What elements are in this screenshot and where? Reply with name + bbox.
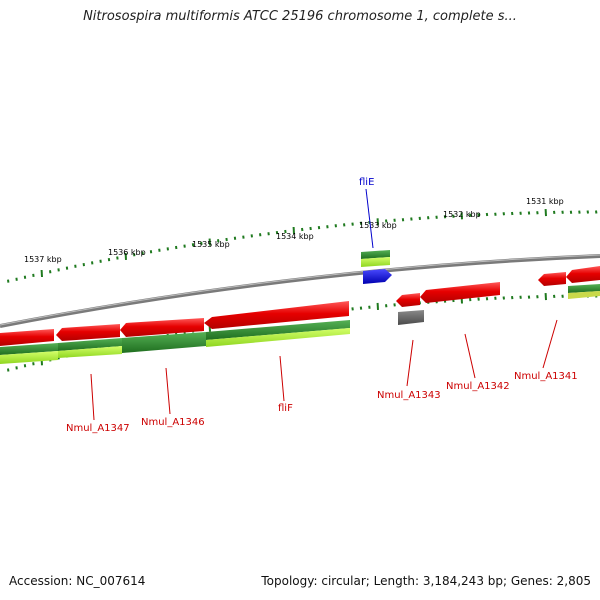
gene-label-nmul-a1343[interactable]: Nmul_A1343 (377, 390, 441, 401)
gene-arrow-nmul-a1346-left[interactable] (56, 324, 120, 341)
leader-flie (365, 188, 374, 249)
gene-block-nmul-a1346-reverse[interactable] (122, 332, 206, 353)
leader-flif (279, 355, 285, 402)
map-title: Nitrosospira multiformis ATCC 25196 chro… (83, 9, 517, 24)
gene-arrow-nmul-a1343[interactable] (396, 293, 420, 307)
gene-leader-lines (90, 188, 558, 421)
gene-arrow-flif[interactable] (204, 301, 349, 329)
gene-arrow-nmul-a1341[interactable] (538, 272, 566, 286)
gene-arrow-nmul-a1342[interactable] (420, 282, 500, 303)
forward-strand-track (0, 266, 600, 346)
gene-block-flie-reverse-lower[interactable] (361, 257, 390, 267)
leader-nmul-a1347 (90, 373, 95, 421)
gene-block-gray[interactable] (398, 310, 424, 325)
gene-label-flif[interactable]: fliF (278, 403, 293, 414)
leader-nmul-a1343 (406, 339, 414, 387)
gene-label-flie[interactable]: fliE (359, 177, 374, 188)
scale-label-1531: 1531 kbp (526, 197, 564, 206)
scale-label-1536: 1536 kbp (108, 248, 146, 257)
genome-summary-text: Topology: circular; Length: 3,184,243 bp… (261, 574, 591, 588)
chromosome-backbone-highlight (0, 254, 600, 326)
scale-labels: 1537 kbp 1536 kbp 1535 kbp 1534 kbp 1533… (24, 197, 564, 264)
accession-text: Accession: NC_007614 (9, 574, 146, 588)
scale-label-1534: 1534 kbp (276, 232, 314, 241)
gene-arrow-nmul-a1346[interactable] (120, 318, 204, 337)
gene-label-nmul-a1342[interactable]: Nmul_A1342 (446, 381, 510, 392)
gene-block-flif-reverse-lower[interactable] (206, 328, 350, 347)
gene-block-nmul-a1341-reverse-lower[interactable] (568, 291, 600, 299)
chromosome-backbone (0, 254, 600, 328)
leader-nmul-a1346 (165, 367, 171, 415)
gene-block-flie-reverse[interactable] (361, 250, 390, 259)
reverse-strand-track (0, 250, 600, 364)
leader-nmul-a1342 (464, 333, 476, 379)
gene-arrow-right-edge[interactable] (566, 266, 600, 283)
gene-arrow-nmul-a1347[interactable] (0, 329, 54, 346)
gene-labels: fliE Nmul_A1347 Nmul_A1346 fliF Nmul_A13… (66, 177, 578, 434)
gene-block-reverse-b[interactable] (58, 338, 122, 351)
scale-label-1533: 1533 kbp (359, 221, 397, 230)
gene-label-nmul-a1346[interactable]: Nmul_A1346 (141, 417, 205, 428)
gene-block-nmul-a1341-reverse[interactable] (568, 284, 600, 293)
gene-block-reverse-b-lower[interactable] (58, 346, 122, 358)
gene-arrow-flie[interactable] (363, 269, 392, 284)
gene-label-nmul-a1347[interactable]: Nmul_A1347 (66, 423, 130, 434)
gene-block-flif-reverse[interactable] (206, 320, 350, 340)
scale-label-1537: 1537 kbp (24, 255, 62, 264)
scale-label-1535: 1535 kbp (192, 240, 230, 249)
gene-label-nmul-a1341[interactable]: Nmul_A1341 (514, 371, 578, 382)
leader-nmul-a1341 (542, 319, 558, 369)
scale-label-1532: 1532 kbp (443, 210, 481, 219)
gene-block-reverse-a-lower[interactable] (0, 351, 58, 364)
